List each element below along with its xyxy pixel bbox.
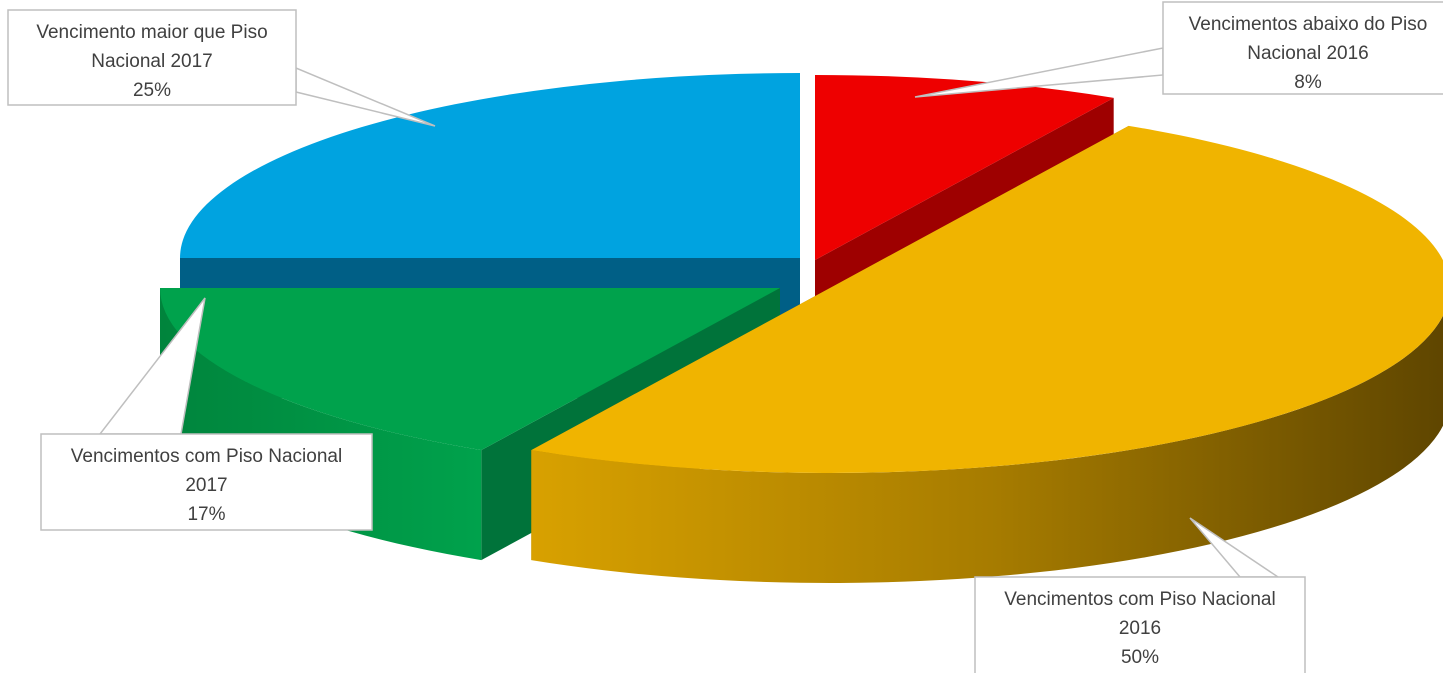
data-label-3-line-0: Vencimento maior que Piso (36, 22, 267, 43)
data-label-1-percent: 50% (1121, 647, 1159, 668)
data-label-3-leader (295, 66, 436, 127)
data-label-3-line-1: Nacional 2017 (91, 51, 212, 72)
data-label-2: Vencimentos com Piso Nacional 2017 17% (40, 297, 373, 531)
data-label-2-line-1: 2017 (185, 475, 227, 496)
data-label-0-box (1162, 1, 1443, 95)
data-label-1-line-1: 2016 (1119, 618, 1161, 639)
data-label-0-line-1: Nacional 2016 (1247, 43, 1368, 64)
pie-slice-1-side (531, 315, 1443, 584)
data-label-3-box (7, 9, 297, 106)
pie-slice-2-side (160, 288, 482, 561)
data-label-2-box (40, 433, 373, 531)
pie-slice-2-top (160, 288, 780, 451)
pie-slice-3-top (180, 73, 800, 258)
data-label-0: Vencimentos abaixo do Piso Nacional 2016 8… (914, 1, 1443, 98)
data-label-3: Vencimento maior que Piso Nacional 2017 25… (7, 9, 436, 127)
data-label-0-line-0: Vencimentos abaixo do Piso (1189, 14, 1428, 35)
data-label-3-percent: 25% (133, 80, 171, 101)
labels-layer: Vencimentos abaixo do Piso Nacional 2016 8… (7, 1, 1443, 678)
pie-slice-0-top (815, 75, 1114, 260)
data-label-1-box (974, 576, 1306, 678)
data-label-2-percent: 17% (187, 504, 225, 525)
pie-slice-1-top (531, 125, 1443, 474)
data-label-0-percent: 8% (1294, 72, 1322, 93)
data-label-1: Vencimentos com Piso Nacional 2016 50% (974, 517, 1306, 678)
slices-layer (160, 73, 1443, 584)
data-label-1-line-0: Vencimentos com Piso Nacional (1004, 589, 1275, 610)
data-label-2-line-0: Vencimentos com Piso Nacional (71, 446, 342, 467)
pie-slice-1 (531, 125, 1443, 584)
